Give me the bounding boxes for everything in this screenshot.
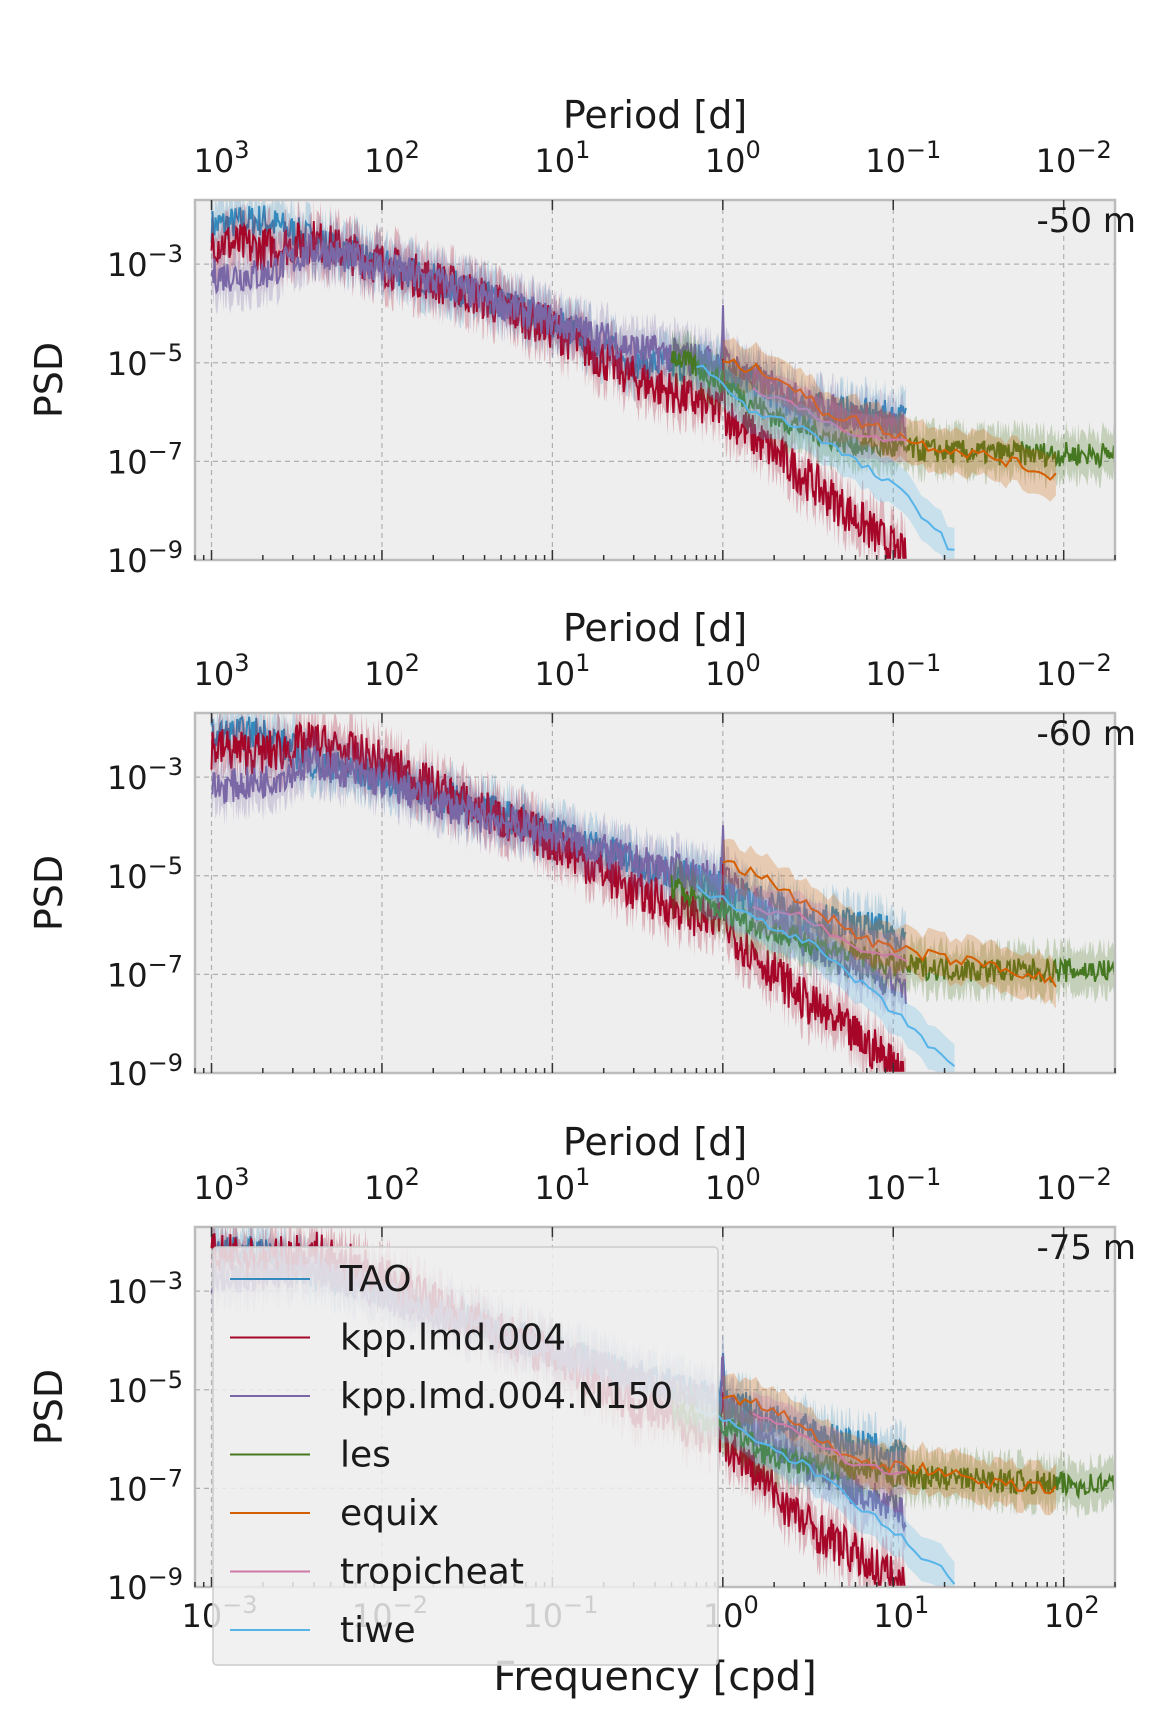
top-tick-label: 103: [194, 136, 250, 180]
y-axis-label: PSD: [27, 1369, 71, 1445]
top-axis-title: Period [d]: [563, 93, 747, 137]
series-band-kpp.lmd.004: [211, 1227, 906, 1587]
series-band-tiwe: [696, 1386, 955, 1587]
legend-entry: kpp.lmd.004: [340, 1318, 566, 1359]
top-tick-label: 10−2: [1036, 1163, 1112, 1207]
series-line-les: [670, 1402, 1115, 1500]
y-tick-label: 10−9: [107, 1563, 183, 1607]
top-tick-label: 100: [705, 649, 761, 693]
legend-entry: tropicheat: [340, 1552, 524, 1593]
top-tick-label: 10−2: [1036, 136, 1112, 180]
y-axis-label: PSD: [27, 855, 71, 931]
legend-entry: TAO: [339, 1259, 412, 1300]
series-band-tropicheat: [752, 1391, 907, 1497]
series-line-tiwe: [695, 1408, 956, 1585]
y-tick-label: 10−9: [107, 1049, 183, 1093]
series-line-equix: [722, 358, 1057, 481]
y-tick-label: 10−5: [107, 852, 183, 896]
series-line-kpp.lmd.004.N150: [210, 232, 907, 444]
top-tick-label: 10−2: [1036, 649, 1112, 693]
x-tick-label: 102: [1044, 1591, 1100, 1635]
y-tick-label: 10−7: [107, 1464, 183, 1508]
y-axis-label: PSD: [27, 342, 71, 418]
top-tick-label: 103: [194, 649, 250, 693]
top-tick-label: 10−1: [865, 1163, 941, 1207]
series-band-tiwe: [696, 343, 955, 560]
y-tick-label: 10−5: [107, 1366, 183, 1410]
top-tick-label: 101: [534, 1163, 590, 1207]
y-tick-label: 10−9: [107, 536, 183, 580]
top-tick-label: 100: [705, 136, 761, 180]
legend-entry: kpp.lmd.004.N150: [340, 1376, 673, 1417]
panel-1: 10−9 10−7 10−5 10−3 103 102 101 100 10−1 10−2 Peri…: [27, 93, 1136, 580]
top-axis-title: Period [d]: [563, 606, 747, 650]
y-tick-label: 10−7: [107, 437, 183, 481]
top-tick-label: 100: [705, 1163, 761, 1207]
depth-label: -75 m: [1037, 1228, 1136, 1268]
top-tick-label: 102: [364, 649, 420, 693]
top-tick-label: 101: [534, 136, 590, 180]
series-line-tropicheat: [752, 905, 908, 963]
panel-2: 10−9 10−7 10−5 10−3 103 102 101 100 10−1 10−2 Peri…: [27, 606, 1136, 1093]
y-tick-label: 10−5: [107, 339, 183, 383]
y-tick-label: 10−7: [107, 950, 183, 994]
legend-entry: equix: [340, 1493, 439, 1534]
x-tick-label: 101: [873, 1591, 929, 1635]
series-line-tiwe: [695, 884, 956, 1067]
top-tick-label: 10−1: [865, 136, 941, 180]
series-line-tropicheat: [752, 1412, 907, 1476]
top-tick-label: 102: [364, 136, 420, 180]
legend-entry: tiwe: [340, 1610, 416, 1651]
series-band-equix: [722, 838, 1056, 1010]
series-band-les: [671, 853, 1115, 1005]
top-tick-label: 10−1: [865, 649, 941, 693]
series-band-kpp.lmd.004.N150: [211, 212, 906, 466]
top-tick-label: 101: [534, 649, 590, 693]
depth-label: -50 m: [1037, 201, 1136, 241]
legend-entry: les: [340, 1435, 391, 1476]
series-band-kpp.lmd.004: [211, 200, 906, 560]
top-tick-label: 103: [194, 1163, 250, 1207]
series-line-tiwe: [696, 364, 955, 551]
depth-label: -60 m: [1037, 714, 1136, 754]
series-line-equix: [722, 1394, 1057, 1495]
legend: TAO kpp.lmd.004 kpp.lmd.004.N150 les equix tr…: [212, 1246, 719, 1666]
series-line-tropicheat: [752, 387, 907, 443]
top-tick-label: 102: [364, 1163, 420, 1207]
series-line-equix: [722, 859, 1057, 988]
series-band-tropicheat: [752, 365, 907, 464]
y-tick-label: 10−3: [107, 1267, 183, 1311]
legend-box: [212, 1246, 719, 1666]
series-group: [210, 713, 1115, 1073]
series-band-equix: [722, 1373, 1056, 1516]
series-group: [210, 200, 1115, 560]
y-tick-label: 10−3: [107, 753, 183, 797]
y-tick-label: 10−3: [107, 240, 183, 284]
top-axis-title: Period [d]: [563, 1120, 747, 1164]
series-band-kpp.lmd.004.N150: [211, 723, 906, 1027]
series-band-equix: [722, 337, 1056, 502]
series-band-tiwe: [696, 862, 955, 1073]
